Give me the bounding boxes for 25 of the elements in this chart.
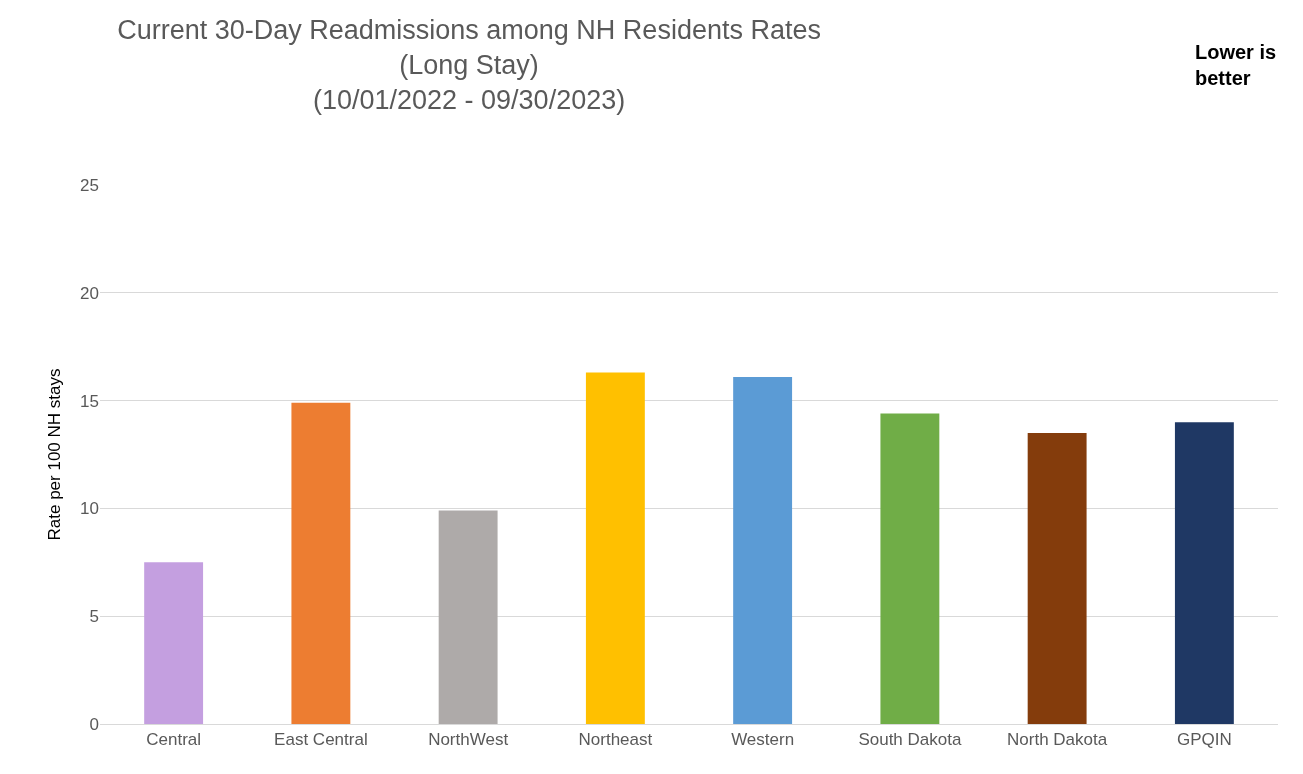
bar	[585, 372, 645, 724]
x-tick-label: North Dakota	[1007, 730, 1108, 750]
bar	[733, 376, 793, 724]
bar	[880, 413, 940, 724]
x-tick-label: East Central	[274, 730, 368, 750]
y-tick-label: 15	[80, 391, 99, 411]
y-axis-title: Rate per 100 NH stays	[44, 368, 64, 541]
text: Lower is better	[1195, 41, 1277, 89]
bar	[291, 402, 351, 724]
chart-title: Current 30-Day Readmissions among NH Residents Rates (Long Stay) (10/01/2022 - 09/30/2023)	[117, 14, 821, 115]
x-tick-label: GPQIN	[1176, 730, 1232, 750]
y-tick-label: 10	[80, 499, 99, 519]
bar	[144, 562, 204, 724]
bar	[1027, 432, 1087, 724]
x-tick-label: Northeast	[578, 730, 653, 750]
x-tick-label: South Dakota	[858, 730, 962, 750]
x-tick-label: NorthWest	[428, 730, 509, 750]
bar	[1174, 422, 1234, 724]
x-tick-label: Central	[146, 730, 202, 750]
y-tick-label: 0	[89, 714, 99, 734]
y-tick-label: 5	[89, 607, 99, 627]
bar	[438, 510, 498, 724]
y-tick-label: 20	[80, 283, 99, 303]
y-tick-label: 25	[80, 175, 99, 195]
x-tick-label: Western	[731, 730, 795, 750]
